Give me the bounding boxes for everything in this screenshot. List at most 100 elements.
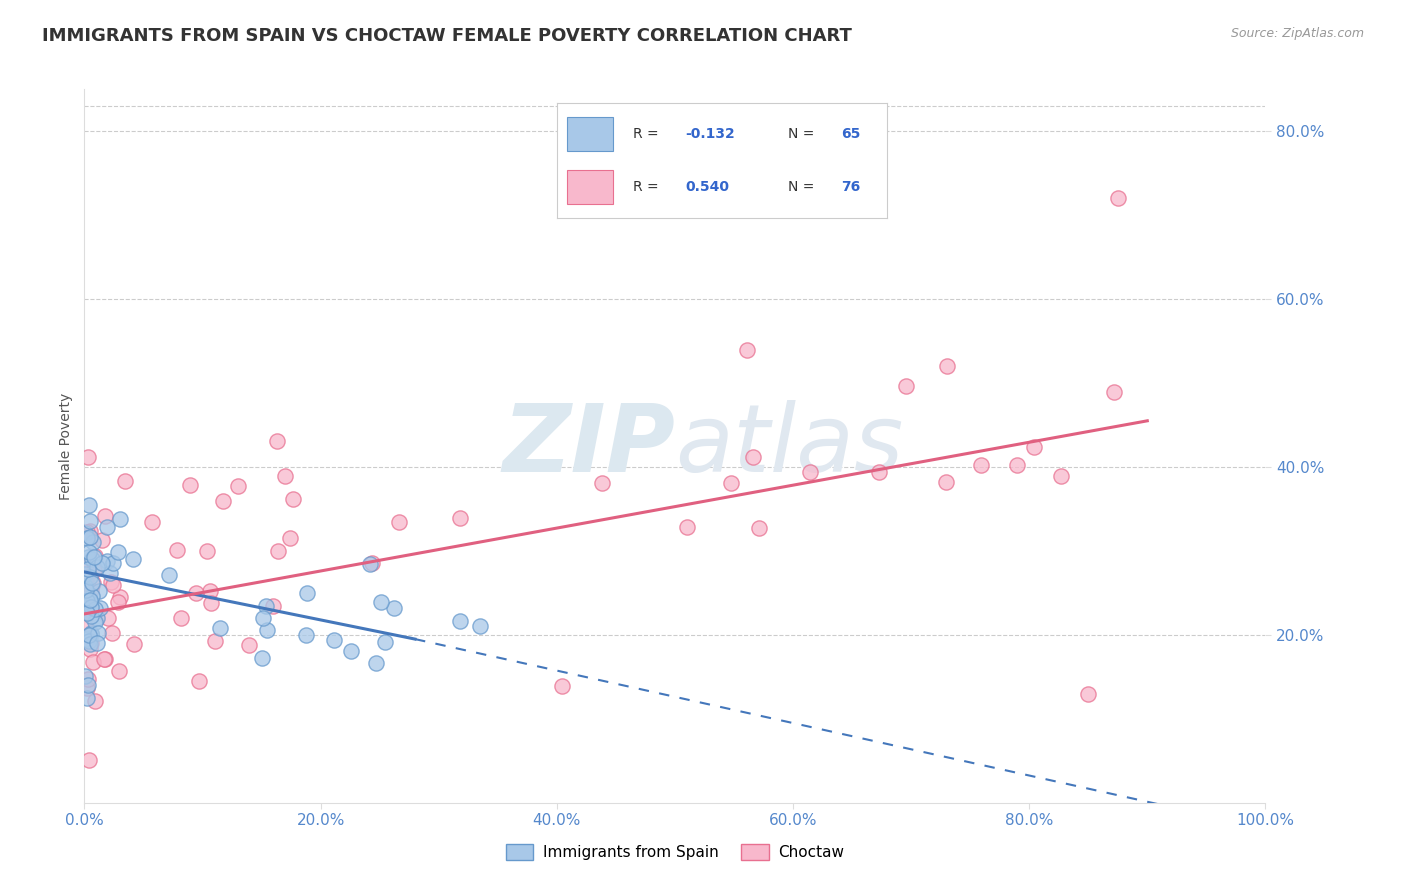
Choctaw (114, 474, 136, 488)
Choctaw (75, 616, 97, 631)
Immigrants from Spain (76, 549, 98, 564)
Immigrants from Spain (75, 582, 97, 597)
Choctaw (97, 611, 120, 625)
Bar (567, 169, 613, 204)
Choctaw (101, 578, 124, 592)
Choctaw (83, 563, 105, 577)
Choctaw (84, 694, 107, 708)
Choctaw (93, 652, 115, 666)
Choctaw (1049, 469, 1071, 483)
Immigrants from Spain (80, 552, 103, 566)
Choctaw (267, 544, 290, 558)
Choctaw (868, 465, 890, 479)
Immigrants from Spain (122, 552, 145, 566)
Immigrants from Spain (76, 690, 98, 705)
Immigrants from Spain (254, 599, 277, 614)
Choctaw (76, 605, 98, 619)
Immigrants from Spain (83, 602, 105, 616)
Immigrants from Spain (80, 627, 103, 641)
Immigrants from Spain (101, 556, 124, 570)
Legend: Immigrants from Spain, Choctaw: Immigrants from Spain, Choctaw (499, 838, 851, 866)
Choctaw (76, 589, 98, 603)
Text: 65: 65 (841, 128, 860, 141)
Text: IMMIGRANTS FROM SPAIN VS CHOCTAW FEMALE POVERTY CORRELATION CHART: IMMIGRANTS FROM SPAIN VS CHOCTAW FEMALE … (42, 27, 852, 45)
Choctaw (675, 519, 697, 533)
Choctaw (262, 599, 284, 614)
Immigrants from Spain (79, 570, 101, 584)
Choctaw (73, 574, 96, 589)
Choctaw (388, 515, 411, 529)
Choctaw (75, 573, 97, 587)
Text: 76: 76 (841, 180, 860, 194)
Immigrants from Spain (340, 644, 363, 658)
Choctaw (551, 679, 574, 693)
Immigrants from Spain (75, 579, 97, 593)
Choctaw (591, 475, 613, 490)
Immigrants from Spain (107, 545, 129, 559)
Immigrants from Spain (382, 601, 405, 615)
Immigrants from Spain (73, 668, 96, 682)
Choctaw (735, 343, 758, 357)
Immigrants from Spain (295, 628, 318, 642)
Immigrants from Spain (86, 560, 108, 574)
Immigrants from Spain (87, 583, 110, 598)
Immigrants from Spain (84, 615, 107, 629)
Choctaw (170, 611, 193, 625)
Choctaw (94, 508, 117, 523)
Immigrants from Spain (79, 593, 101, 607)
Choctaw (80, 636, 103, 650)
Immigrants from Spain (256, 623, 278, 637)
Immigrants from Spain (83, 549, 105, 564)
Immigrants from Spain (79, 514, 101, 528)
Choctaw (80, 583, 103, 598)
Choctaw (184, 586, 207, 600)
Choctaw (141, 515, 163, 529)
Text: R =: R = (633, 180, 662, 194)
Choctaw (77, 753, 100, 767)
Choctaw (91, 533, 114, 547)
Immigrants from Spain (295, 585, 318, 599)
Immigrants from Spain (73, 566, 96, 581)
Immigrants from Spain (82, 576, 104, 591)
Immigrants from Spain (468, 619, 491, 633)
Choctaw (79, 524, 101, 538)
Text: R =: R = (633, 128, 662, 141)
Choctaw (200, 596, 222, 610)
Immigrants from Spain (82, 535, 104, 549)
Choctaw (278, 531, 301, 545)
Immigrants from Spain (75, 526, 97, 541)
Choctaw (75, 591, 97, 606)
Immigrants from Spain (76, 632, 98, 647)
Text: N =: N = (789, 128, 820, 141)
Choctaw (748, 521, 770, 535)
Choctaw (894, 379, 917, 393)
Choctaw (238, 638, 260, 652)
Choctaw (1024, 440, 1046, 454)
Immigrants from Spain (374, 635, 396, 649)
Immigrants from Spain (86, 636, 108, 650)
Immigrants from Spain (79, 530, 101, 544)
Choctaw (1107, 191, 1129, 205)
Choctaw (935, 359, 957, 374)
Immigrants from Spain (250, 651, 273, 665)
Choctaw (101, 625, 124, 640)
Choctaw (107, 664, 129, 678)
Choctaw (93, 652, 115, 666)
Immigrants from Spain (76, 531, 98, 545)
Immigrants from Spain (76, 593, 98, 607)
Immigrants from Spain (209, 621, 232, 635)
Choctaw (82, 655, 104, 669)
Choctaw (1005, 458, 1028, 472)
Immigrants from Spain (77, 498, 100, 512)
Choctaw (122, 637, 145, 651)
Choctaw (77, 559, 100, 574)
Choctaw (73, 559, 96, 574)
Immigrants from Spain (89, 601, 111, 615)
Y-axis label: Female Poverty: Female Poverty (59, 392, 73, 500)
Choctaw (742, 450, 765, 464)
Choctaw (274, 469, 297, 483)
Immigrants from Spain (77, 678, 100, 692)
Choctaw (77, 450, 100, 464)
Choctaw (1077, 687, 1099, 701)
Text: N =: N = (789, 180, 820, 194)
